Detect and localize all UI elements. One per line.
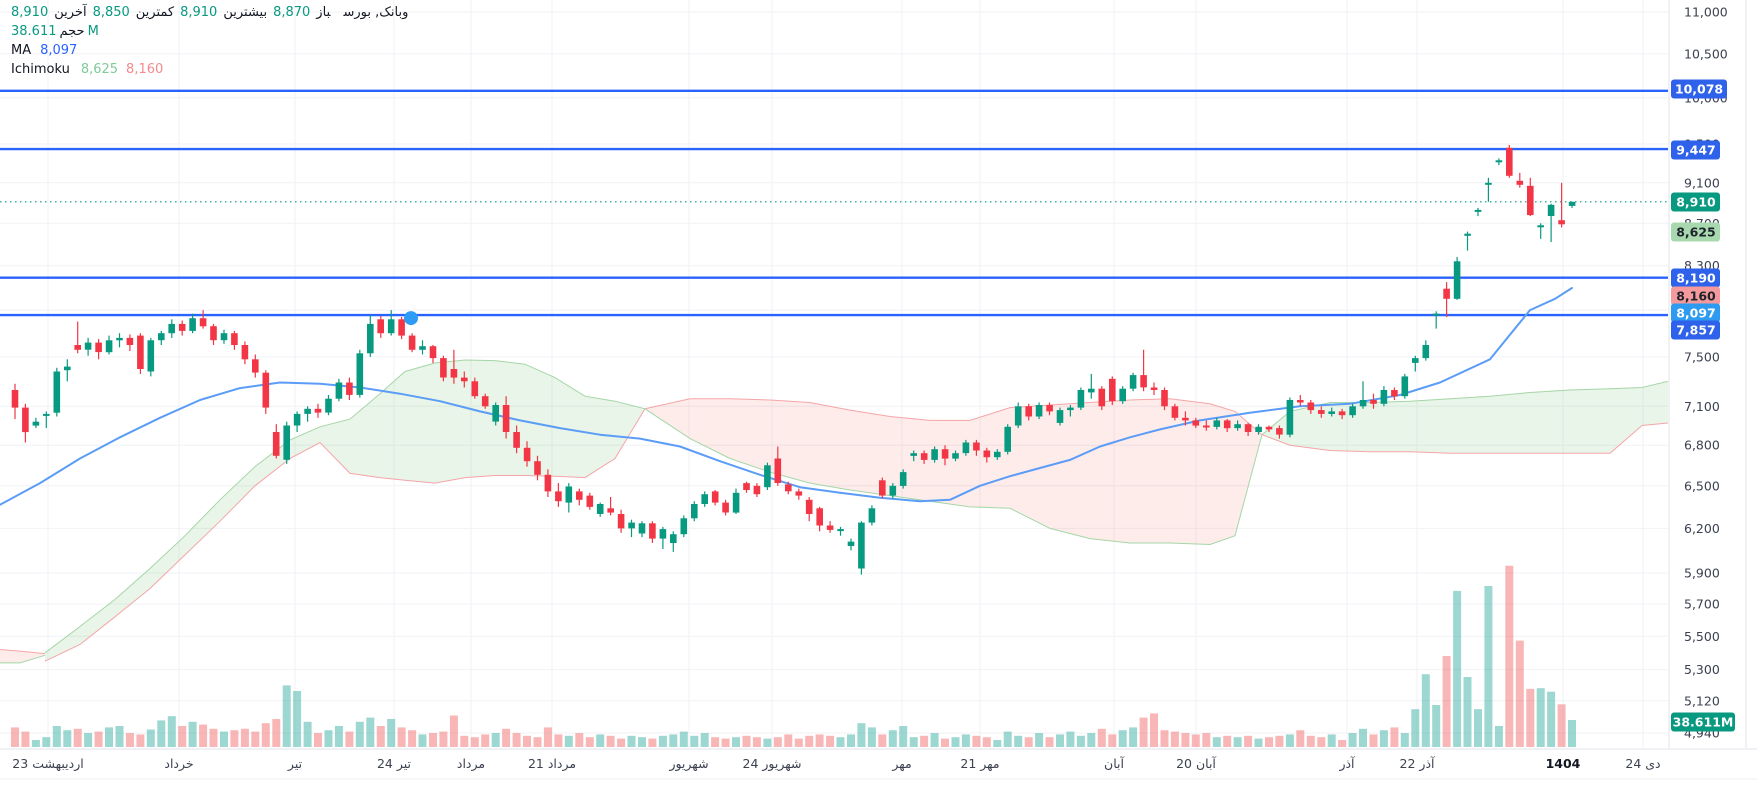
svg-text:خرداد: خرداد — [164, 756, 193, 772]
svg-text:5,120: 5,120 — [1684, 693, 1720, 708]
volume-layer — [11, 565, 1576, 747]
svg-text:مهر: مهر — [891, 756, 911, 772]
svg-text:6,500: 6,500 — [1684, 478, 1720, 493]
svg-text:10,078: 10,078 — [1675, 82, 1723, 97]
svg-text:8,190: 8,190 — [1676, 271, 1716, 286]
legend-row-symbol-ohlc[interactable]: وبانک, بورس باز 8,870 بیشترین 8,910 کمترین 8,8… — [8, 3, 408, 22]
svg-text:5,300: 5,300 — [1684, 662, 1720, 677]
svg-text:تیر: تیر — [287, 756, 303, 772]
candles-layer[interactable] — [11, 145, 1576, 575]
svg-text:آبان: آبان — [1104, 756, 1124, 771]
ma-label: MA — [11, 43, 32, 58]
svg-text:24 تیر: 24 تیر — [377, 756, 412, 772]
svg-text:8,097: 8,097 — [1676, 306, 1716, 321]
high-label: بیشترین — [223, 5, 268, 20]
high-value: 8,910 — [180, 5, 218, 20]
svg-text:10,500: 10,500 — [1684, 46, 1728, 61]
grid-layer — [0, 0, 1668, 748]
svg-text:7,500: 7,500 — [1684, 349, 1720, 364]
svg-text:5,500: 5,500 — [1684, 629, 1720, 644]
svg-text:مرداد: مرداد — [457, 756, 485, 772]
svg-text:5,700: 5,700 — [1684, 597, 1720, 612]
svg-text:8,910: 8,910 — [1676, 195, 1716, 210]
svg-text:9,447: 9,447 — [1676, 143, 1716, 158]
legend-row-volume[interactable]: حجم38.611M — [8, 22, 408, 41]
svg-text:8,625: 8,625 — [1676, 225, 1716, 240]
svg-text:5,900: 5,900 — [1684, 566, 1720, 581]
svg-text:11,000: 11,000 — [1684, 5, 1728, 20]
low-label: کمترین — [135, 5, 175, 20]
svg-text:6,200: 6,200 — [1684, 521, 1720, 536]
svg-text:24 شهریور: 24 شهریور — [743, 756, 802, 772]
price-axis[interactable] — [1669, 0, 1757, 748]
plot-area[interactable] — [0, 0, 1668, 748]
last-value: 8,910 — [11, 5, 49, 20]
ma-value: 8,097 — [40, 43, 78, 58]
svg-text:7,857: 7,857 — [1676, 323, 1716, 338]
price-axis-pills: 10,078 9,447 8,910 8,625 8,190 8,160 8,097 7,85… — [1671, 79, 1735, 732]
price-axis-background — [1669, 0, 1757, 790]
price-lines-layer[interactable] — [0, 89, 1668, 317]
svg-text:1404: 1404 — [1546, 756, 1581, 771]
low-value: 8,850 — [92, 5, 130, 20]
svg-text:38.611M: 38.611M — [1673, 715, 1734, 730]
svg-text:20 آبان: 20 آبان — [1176, 756, 1216, 771]
ichimoku-senkou-b-value: 8,160 — [126, 62, 164, 77]
open-label: باز — [316, 5, 331, 20]
legend-row-ma[interactable]: MA 8,097 — [8, 41, 408, 60]
time-axis-labels: 23 اردیبهشت خرداد تیر 24 تیر مرداد 21 مرداد شه… — [12, 756, 1660, 772]
volume-value: 38.611M — [11, 24, 99, 39]
svg-text:7,100: 7,100 — [1684, 399, 1720, 414]
open-value: 8,870 — [273, 5, 311, 20]
volume-label: حجم — [59, 24, 85, 39]
svg-text:آذر: آذر — [1338, 756, 1355, 772]
ichimoku-cloud-layer — [0, 359, 1669, 664]
svg-text:شهریور: شهریور — [668, 756, 708, 772]
time-axis-background — [0, 749, 1757, 790]
time-axis[interactable] — [0, 749, 1757, 790]
legend: وبانک, بورس باز 8,870 بیشترین 8,910 کمترین 8,8… — [8, 3, 408, 79]
svg-text:9,100: 9,100 — [1684, 175, 1720, 190]
svg-text:8,160: 8,160 — [1676, 289, 1716, 304]
svg-text:24 دی: 24 دی — [1625, 756, 1660, 771]
svg-text:22 آذر: 22 آذر — [1400, 756, 1435, 772]
svg-text:6,800: 6,800 — [1684, 438, 1720, 453]
ichimoku-label: Ichimoku — [11, 62, 70, 77]
last-label: آخرین — [54, 5, 87, 20]
svg-text:21 مهر: 21 مهر — [960, 756, 999, 772]
svg-text:21 مرداد: 21 مرداد — [528, 756, 576, 772]
ichimoku-senkou-a-value: 8,625 — [80, 62, 119, 77]
svg-text:23 اردیبهشت: 23 اردیبهشت — [12, 756, 83, 772]
symbol-title[interactable]: وبانک, بورس — [343, 5, 409, 20]
event-marker-dot[interactable] — [404, 311, 418, 326]
legend-row-ichimoku[interactable]: Ichimoku 8,625 8,160 — [8, 60, 408, 79]
